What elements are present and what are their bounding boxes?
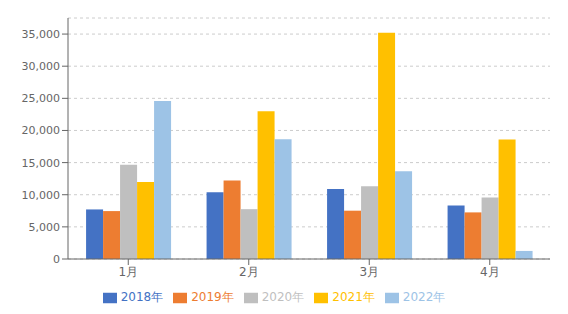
svg-text:0: 0 (53, 253, 60, 266)
svg-text:20,000: 20,000 (22, 124, 61, 137)
svg-text:10,000: 10,000 (22, 189, 61, 202)
svg-text:4月: 4月 (480, 265, 500, 279)
svg-text:1月: 1月 (118, 265, 138, 279)
svg-text:5,000: 5,000 (29, 221, 61, 234)
html-text:2018年: 2018年 (120, 290, 164, 304)
svg-text:30,000: 30,000 (22, 60, 61, 73)
html-text:2021年: 2021年 (332, 290, 375, 304)
svg-text:25,000: 25,000 (22, 92, 61, 105)
html-text:2022年: 2022年 (402, 290, 446, 304)
svg-text:35,000: 35,000 (22, 28, 61, 41)
svg-text:3月: 3月 (359, 265, 379, 279)
html-text:2019年: 2019年 (191, 290, 234, 304)
html-text:2020年: 2020年 (261, 290, 305, 304)
svg-text:2月: 2月 (239, 265, 259, 279)
svg-text:15,000: 15,000 (22, 157, 61, 170)
